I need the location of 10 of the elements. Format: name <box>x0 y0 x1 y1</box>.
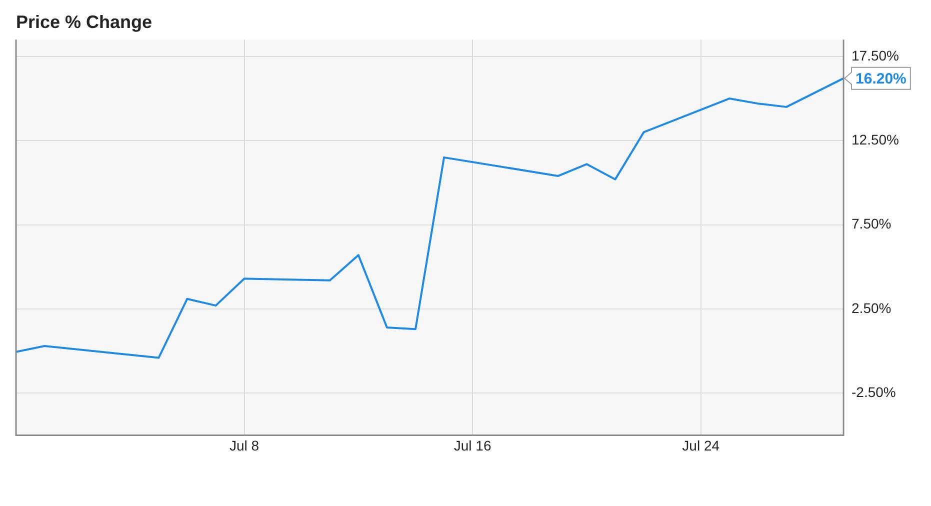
y-tick-label: -2.50% <box>852 384 896 400</box>
y-tick-label: 12.50% <box>852 131 899 148</box>
x-tick-label: Jul 16 <box>454 437 492 454</box>
annotation: 16.20% <box>856 70 906 88</box>
y-tick-label: 17.50% <box>852 47 899 64</box>
x-tick-label: Jul 8 <box>229 437 260 454</box>
y-tick-label: 2.50% <box>852 300 892 316</box>
x-tick-label: Jul 24 <box>682 437 720 454</box>
chart-title: Price % Change <box>16 12 152 32</box>
y-tick-label: 7.50% <box>852 216 892 232</box>
